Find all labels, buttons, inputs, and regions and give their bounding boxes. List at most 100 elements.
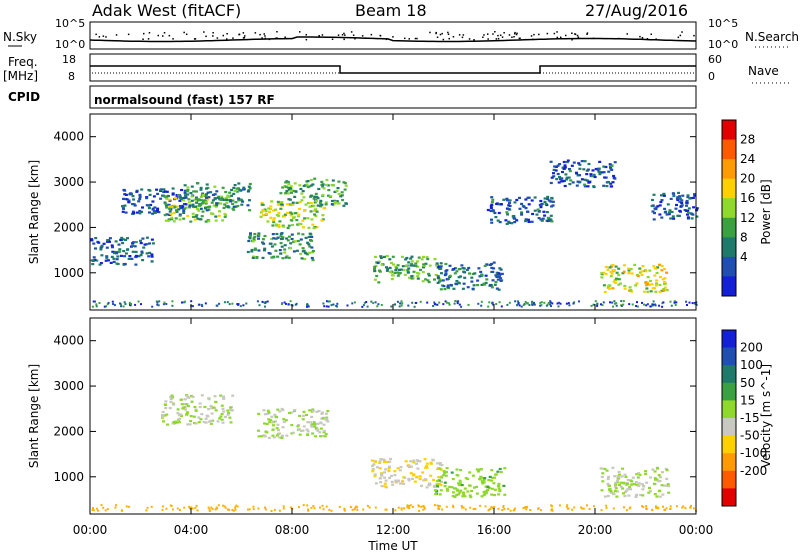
power-ground-cell — [447, 302, 450, 305]
velocity-ground-cell — [289, 506, 292, 509]
power-cell — [642, 290, 646, 293]
power-cell — [179, 207, 183, 210]
power-cell — [301, 190, 305, 193]
power-cell — [433, 258, 437, 261]
power-cell — [105, 246, 109, 249]
power-ground-cell — [522, 304, 525, 306]
power-cell — [163, 201, 167, 204]
power-cell — [275, 232, 279, 236]
velocity-cell — [267, 418, 271, 421]
power-cell — [522, 205, 526, 208]
velocity-heatmap-cells — [91, 394, 697, 512]
velocity-cell — [615, 481, 619, 484]
power-ground-cell — [686, 304, 688, 306]
power-cell — [153, 206, 157, 209]
power-cell — [148, 242, 151, 245]
power-cell — [272, 237, 276, 240]
power-cell — [199, 186, 203, 189]
power-cell — [286, 211, 289, 215]
power-cell — [621, 272, 625, 275]
power-cell — [119, 238, 123, 241]
power-cell — [233, 189, 237, 192]
power-cell — [399, 268, 403, 271]
velocity-cell — [310, 425, 314, 428]
power-cell — [494, 280, 498, 284]
power-cell — [270, 245, 274, 248]
power-cell — [578, 163, 582, 166]
colorbar-swatch — [722, 418, 736, 436]
velocity-ground-cell — [654, 505, 657, 508]
noise-search-point — [276, 37, 278, 39]
velocity-cell — [482, 478, 486, 481]
power-cell — [224, 213, 227, 216]
power-cell — [546, 216, 550, 219]
power-cell — [527, 218, 530, 221]
power-cell — [315, 226, 319, 229]
noise-search-point — [162, 35, 164, 37]
y-tick-label: 2000 — [53, 424, 84, 438]
power-cell — [549, 200, 553, 203]
power-cell — [172, 220, 176, 223]
velocity-cell — [387, 469, 391, 473]
power-ground-cell — [123, 301, 126, 304]
power-cell — [390, 274, 394, 277]
power-cell — [552, 168, 556, 171]
power-ground-cell — [546, 303, 549, 306]
power-cell — [446, 284, 450, 287]
power-cell — [150, 238, 154, 241]
velocity-cell — [619, 485, 623, 488]
power-cell — [408, 276, 412, 279]
velocity-cell — [658, 476, 662, 479]
velocity-cell — [192, 415, 196, 418]
velocity-cell — [165, 413, 169, 416]
velocity-cell — [412, 474, 415, 477]
velocity-ground-cell — [493, 506, 496, 508]
velocity-ground-cell — [656, 506, 659, 509]
power-cell — [221, 186, 225, 189]
noise-search-point — [318, 35, 320, 37]
power-cell — [220, 195, 224, 198]
power-cell — [497, 203, 501, 206]
power-ground-cell — [226, 301, 229, 304]
velocity-cell — [623, 495, 627, 498]
colorbar-swatch — [722, 237, 736, 258]
velocity-cell — [278, 410, 282, 413]
power-cell — [504, 219, 508, 222]
velocity-cell — [374, 482, 378, 485]
power-ground-cell — [568, 304, 571, 307]
power-cell — [134, 241, 138, 244]
velocity-cell — [227, 412, 230, 415]
colorbar-swatch — [722, 120, 736, 140]
velocity-cell — [276, 408, 280, 411]
power-ground-cell — [596, 302, 599, 305]
power-cell — [530, 220, 534, 223]
power-cell — [290, 233, 294, 236]
power-cell — [306, 201, 310, 205]
power-cell — [592, 173, 596, 176]
power-cell — [147, 204, 151, 207]
velocity-cell — [231, 394, 235, 397]
power-ground-cell — [578, 300, 580, 303]
power-ground-cell — [477, 302, 480, 305]
noise-search-point — [242, 37, 245, 39]
freq-unit-label: [MHz] — [3, 69, 38, 83]
power-cell — [122, 207, 125, 210]
velocity-cell — [319, 427, 323, 430]
power-cell — [275, 224, 279, 227]
velocity-cell — [628, 486, 632, 489]
velocity-cell — [401, 480, 405, 483]
velocity-cell — [599, 467, 603, 470]
power-cell — [422, 266, 425, 269]
power-cell — [586, 185, 590, 188]
power-cell — [596, 168, 600, 171]
power-ground-cell — [228, 303, 231, 306]
velocity-cell — [190, 394, 193, 398]
power-cell — [287, 224, 291, 227]
power-ground-cell — [237, 303, 240, 306]
velocity-cell — [503, 467, 507, 470]
velocity-cell — [603, 495, 607, 498]
velocity-ground-cell — [120, 509, 123, 512]
power-cell — [602, 284, 606, 287]
velocity-cell — [281, 434, 284, 437]
power-cell — [198, 204, 202, 207]
